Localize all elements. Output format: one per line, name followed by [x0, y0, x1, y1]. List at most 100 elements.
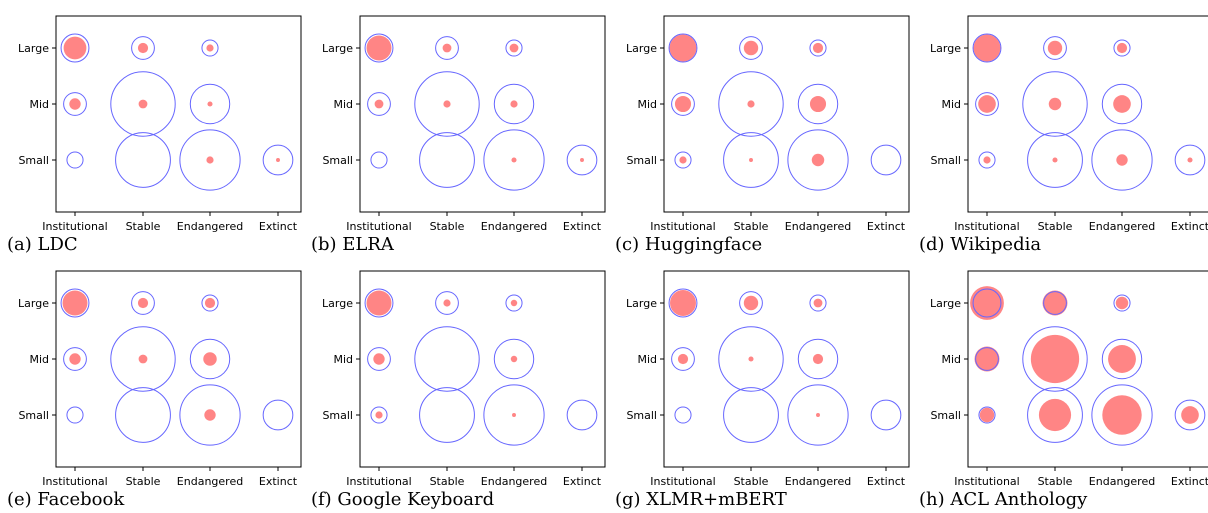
total-bubble	[60, 33, 90, 63]
total-bubble	[1022, 326, 1088, 392]
total-bubble	[179, 384, 241, 446]
total-bubble	[60, 288, 90, 318]
covered-bubble	[743, 40, 759, 56]
covered-bubble	[207, 101, 213, 107]
covered-bubble	[366, 35, 392, 61]
total-bubble	[1027, 387, 1083, 443]
y-tick-label: Mid	[637, 353, 657, 366]
covered-bubble	[203, 352, 217, 366]
covered-bubble	[1116, 42, 1128, 54]
x-tick-label: Institutional	[650, 475, 715, 488]
total-bubble	[262, 399, 294, 431]
total-bubble	[723, 387, 779, 443]
y-tick-label: Mid	[637, 98, 657, 111]
x-tick-label: Extinct	[867, 220, 906, 233]
total-bubble	[505, 294, 523, 312]
y-tick-label: Mid	[29, 353, 49, 366]
total-bubble	[972, 33, 1002, 63]
covered-bubble	[580, 158, 584, 162]
total-bubble	[1113, 39, 1131, 57]
y-tick-label: Mid	[333, 353, 353, 366]
covered-bubble	[62, 290, 88, 316]
total-bubble	[972, 288, 1002, 318]
subfigure-caption: (a) LDC	[7, 234, 78, 255]
subfigure-caption: (e) Facebook	[7, 489, 125, 510]
covered-bubble	[373, 353, 385, 365]
y-tick-label: Mid	[29, 98, 49, 111]
covered-bubble	[63, 36, 87, 60]
covered-bubble	[206, 156, 214, 164]
x-tick-label: Extinct	[563, 475, 602, 488]
x-tick-label: Stable	[1038, 475, 1073, 488]
x-tick-label: Institutional	[42, 220, 107, 233]
covered-bubble	[1048, 97, 1062, 111]
total-bubble	[870, 399, 902, 431]
total-bubble	[364, 288, 394, 318]
x-tick-label: Extinct	[259, 220, 298, 233]
covered-bubble	[743, 295, 759, 311]
chart-svg: Small Mid Large Institutional Stable Endanger…	[626, 270, 910, 488]
covered-bubble	[1113, 95, 1131, 113]
covered-bubble	[979, 407, 995, 423]
x-tick-label: Extinct	[1171, 220, 1208, 233]
covered-bubble	[1042, 290, 1068, 316]
total-bubble	[809, 294, 827, 312]
total-bubble	[797, 338, 839, 380]
total-bubble	[370, 406, 388, 424]
covered-bubble	[749, 158, 753, 162]
covered-bubble	[970, 286, 1004, 320]
total-bubble	[66, 406, 84, 424]
total-bubble	[978, 406, 996, 424]
y-tick-label: Small	[18, 154, 49, 167]
y-tick-label: Large	[322, 42, 353, 55]
x-tick-label: Institutional	[346, 475, 411, 488]
x-tick-label: Endangered	[785, 475, 851, 488]
covered-bubble	[1108, 345, 1136, 373]
x-tick-label: Extinct	[1171, 475, 1208, 488]
total-bubble	[1022, 71, 1088, 137]
total-bubble	[414, 71, 480, 137]
total-bubble	[1027, 132, 1083, 188]
chart-panel: Small Mid Large Institutional Stable Endanger…	[912, 0, 1208, 256]
axes-frame	[663, 15, 910, 213]
chart-panel: Small Mid Large Institutional Stable Endanger…	[0, 255, 302, 511]
chart-panel: Small Mid Large Institutional Stable Endanger…	[304, 255, 606, 511]
chart-svg: Small Mid Large Institutional Stable Endanger…	[930, 270, 1208, 488]
total-bubble	[1043, 36, 1067, 60]
covered-bubble	[442, 43, 452, 53]
axes-frame	[55, 15, 302, 213]
x-tick-label: Institutional	[954, 220, 1019, 233]
total-bubble	[201, 39, 219, 57]
covered-bubble	[974, 346, 1000, 372]
covered-bubble	[375, 411, 383, 419]
total-bubble	[671, 347, 695, 371]
total-bubble	[179, 129, 241, 191]
y-tick-label: Large	[930, 42, 961, 55]
covered-bubble	[1047, 40, 1063, 56]
x-tick-label: Endangered	[177, 220, 243, 233]
covered-bubble	[812, 353, 824, 365]
chart-svg: Small Mid Large Institutional Stable Endanger…	[18, 270, 302, 488]
covered-bubble	[204, 297, 216, 309]
covered-bubble	[670, 290, 696, 316]
covered-bubble	[206, 44, 214, 52]
total-bubble	[975, 347, 999, 371]
total-bubble	[1091, 129, 1153, 191]
chart-panel: Small Mid Large Institutional Stable Endanger…	[608, 255, 910, 511]
x-tick-label: Endangered	[1089, 220, 1155, 233]
total-bubble	[566, 144, 598, 176]
axes-frame	[663, 270, 910, 468]
total-bubble	[978, 151, 996, 169]
covered-bubble	[366, 290, 392, 316]
total-bubble	[671, 92, 695, 116]
covered-bubble	[812, 42, 824, 54]
chart-svg: Small Mid Large Institutional Stable Endanger…	[930, 15, 1208, 233]
total-bubble	[797, 83, 839, 125]
covered-bubble	[510, 355, 518, 363]
total-bubble	[115, 387, 171, 443]
covered-bubble	[69, 353, 81, 365]
total-bubble	[787, 384, 849, 446]
covered-bubble	[816, 413, 820, 417]
y-tick-label: Large	[930, 297, 961, 310]
covered-bubble	[978, 95, 996, 113]
